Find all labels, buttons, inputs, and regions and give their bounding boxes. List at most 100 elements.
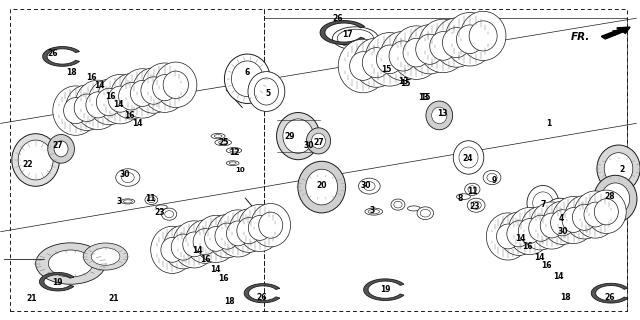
Text: 26: 26: [47, 49, 58, 58]
Ellipse shape: [338, 39, 388, 93]
Text: 15: 15: [420, 93, 431, 102]
Ellipse shape: [229, 162, 236, 164]
Ellipse shape: [152, 75, 177, 101]
Polygon shape: [43, 47, 79, 66]
Polygon shape: [244, 284, 280, 303]
Text: 14: 14: [534, 253, 545, 262]
Ellipse shape: [185, 220, 225, 263]
Ellipse shape: [259, 212, 283, 238]
Ellipse shape: [574, 191, 617, 238]
Text: 12: 12: [229, 148, 240, 156]
Text: 20: 20: [316, 181, 327, 190]
Ellipse shape: [532, 192, 553, 214]
Ellipse shape: [163, 71, 189, 99]
Ellipse shape: [365, 208, 383, 215]
Ellipse shape: [306, 169, 337, 205]
Ellipse shape: [86, 92, 110, 118]
Text: 14: 14: [554, 272, 564, 281]
Ellipse shape: [74, 94, 99, 122]
Text: 13: 13: [398, 77, 408, 86]
Ellipse shape: [389, 41, 417, 71]
Text: 16: 16: [106, 92, 116, 101]
Ellipse shape: [173, 221, 216, 268]
Ellipse shape: [349, 52, 376, 80]
Ellipse shape: [108, 86, 132, 112]
Ellipse shape: [543, 201, 582, 244]
Text: 6: 6: [244, 68, 250, 77]
Text: 13: 13: [437, 109, 448, 118]
Ellipse shape: [283, 119, 314, 153]
Ellipse shape: [507, 221, 531, 247]
Ellipse shape: [116, 169, 140, 186]
Ellipse shape: [225, 54, 270, 103]
Ellipse shape: [456, 194, 470, 199]
Text: 19: 19: [380, 284, 390, 293]
Ellipse shape: [205, 227, 227, 251]
Ellipse shape: [468, 186, 477, 193]
Polygon shape: [364, 279, 404, 300]
Ellipse shape: [362, 48, 390, 78]
Ellipse shape: [408, 206, 420, 211]
Ellipse shape: [150, 226, 194, 273]
Text: 30: 30: [120, 170, 130, 179]
Text: 23: 23: [154, 208, 165, 217]
Text: FR.: FR.: [571, 32, 590, 42]
Ellipse shape: [417, 207, 433, 220]
Text: 21: 21: [109, 294, 119, 303]
Ellipse shape: [164, 211, 173, 218]
Ellipse shape: [419, 19, 468, 73]
Text: 16: 16: [86, 73, 97, 82]
Ellipse shape: [195, 215, 237, 262]
Text: 4: 4: [559, 214, 564, 223]
Ellipse shape: [434, 18, 479, 67]
Text: 3: 3: [117, 197, 122, 206]
Ellipse shape: [66, 85, 108, 131]
Ellipse shape: [18, 140, 53, 180]
Ellipse shape: [594, 175, 637, 222]
Ellipse shape: [584, 202, 607, 227]
Ellipse shape: [172, 234, 195, 260]
Ellipse shape: [530, 202, 573, 249]
Ellipse shape: [597, 145, 640, 192]
Text: 16: 16: [218, 274, 228, 283]
Ellipse shape: [586, 190, 626, 234]
Text: 22: 22: [23, 160, 33, 169]
Text: 14: 14: [132, 119, 143, 128]
Ellipse shape: [48, 134, 74, 163]
Text: 16: 16: [541, 261, 551, 270]
Ellipse shape: [161, 208, 177, 220]
Ellipse shape: [161, 237, 184, 262]
Ellipse shape: [564, 196, 604, 239]
Text: 7: 7: [540, 200, 545, 209]
Text: 2: 2: [620, 165, 625, 174]
Ellipse shape: [471, 201, 481, 209]
Text: 17: 17: [342, 30, 353, 39]
Ellipse shape: [53, 86, 99, 135]
Ellipse shape: [214, 135, 222, 138]
Ellipse shape: [216, 210, 260, 257]
Ellipse shape: [595, 199, 618, 225]
Text: 24: 24: [463, 154, 473, 163]
Ellipse shape: [75, 80, 121, 130]
Ellipse shape: [121, 199, 135, 204]
Ellipse shape: [460, 11, 506, 60]
Ellipse shape: [358, 178, 380, 194]
Ellipse shape: [456, 25, 483, 53]
Ellipse shape: [83, 243, 128, 270]
Ellipse shape: [483, 170, 501, 185]
Ellipse shape: [527, 186, 559, 220]
Ellipse shape: [552, 196, 595, 244]
Ellipse shape: [442, 28, 470, 58]
Ellipse shape: [407, 25, 452, 74]
Ellipse shape: [403, 38, 429, 67]
Ellipse shape: [487, 173, 497, 182]
Text: 8: 8: [458, 194, 463, 203]
Ellipse shape: [49, 250, 93, 277]
Ellipse shape: [232, 61, 263, 97]
Ellipse shape: [453, 141, 484, 174]
Text: 18: 18: [67, 68, 77, 77]
Ellipse shape: [248, 215, 271, 240]
Polygon shape: [320, 20, 365, 44]
Text: 14: 14: [211, 265, 221, 275]
Ellipse shape: [131, 80, 154, 107]
